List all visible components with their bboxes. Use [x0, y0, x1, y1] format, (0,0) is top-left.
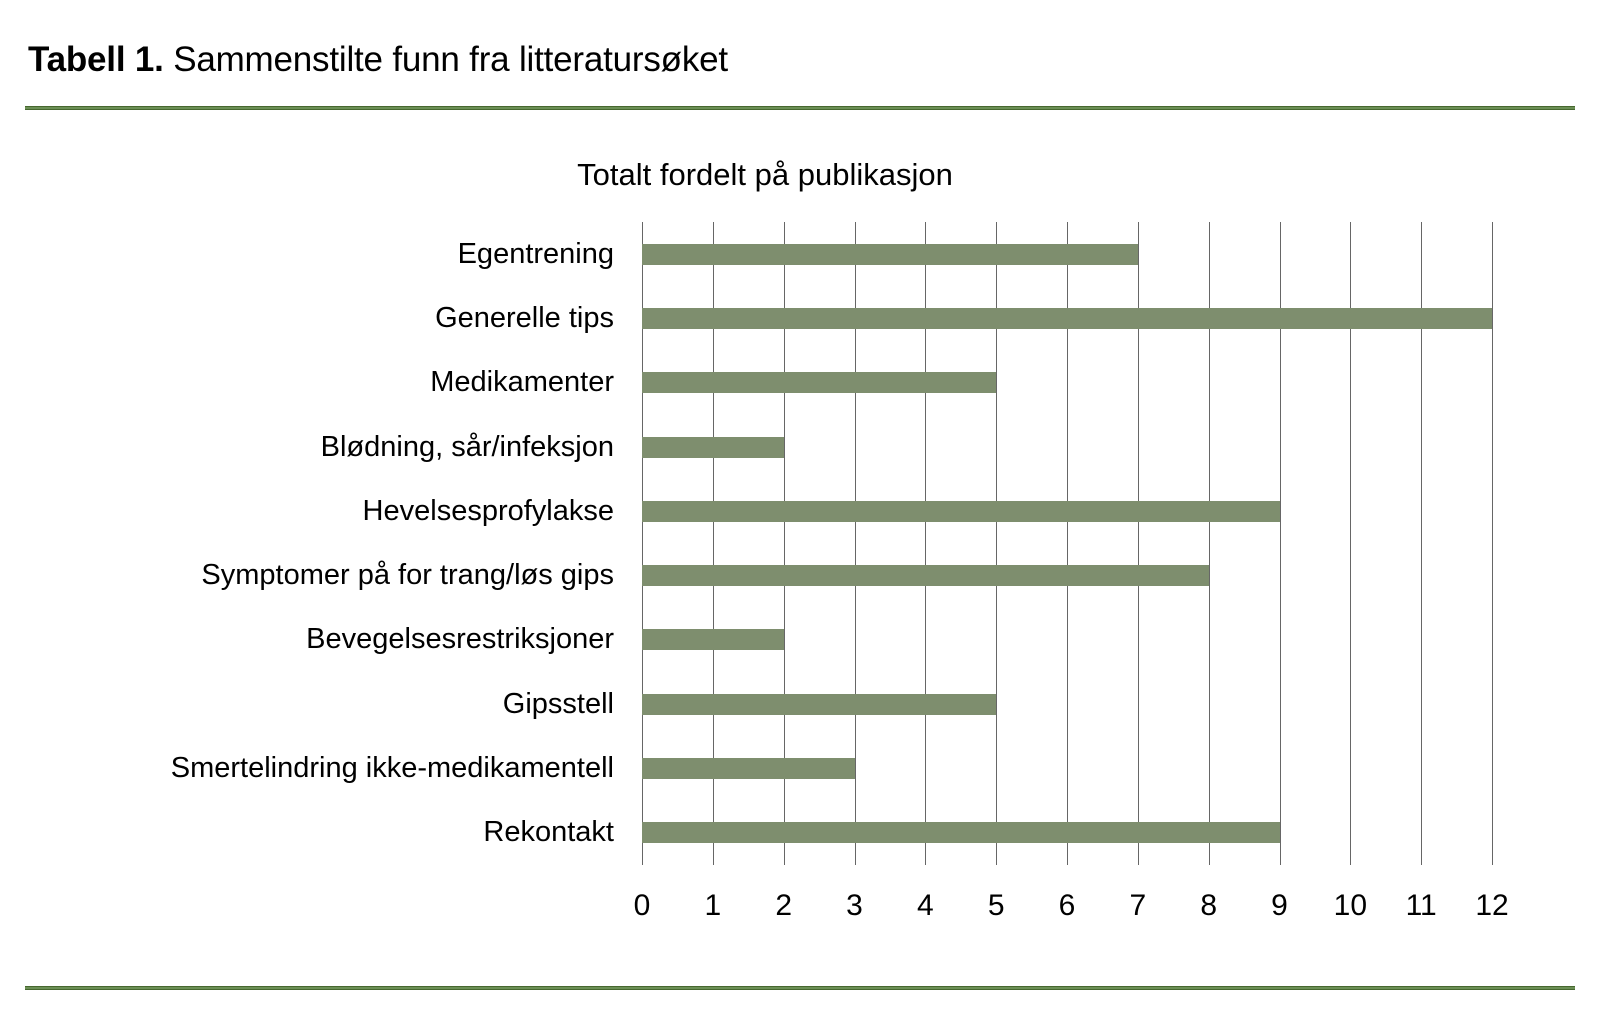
category-label: Egentrening	[457, 237, 614, 270]
bar	[642, 758, 855, 780]
x-tick-label: 3	[846, 889, 863, 922]
bar	[642, 307, 1492, 329]
x-tick-label: 7	[1129, 889, 1147, 922]
gridline	[783, 222, 785, 865]
category-label: Hevelsesprofylakse	[362, 494, 614, 527]
gridline	[1350, 222, 1352, 865]
gridline	[712, 222, 714, 865]
x-tick-label: 1	[704, 889, 722, 922]
x-tick-label: 4	[916, 889, 934, 922]
x-tick-label: 6	[1058, 889, 1076, 922]
category-label: Blødning, sår/infeksjon	[320, 430, 614, 463]
category-label: Medikamenter	[430, 366, 614, 399]
top-divider	[25, 106, 1575, 110]
gridline	[925, 222, 927, 865]
bar	[642, 693, 997, 715]
category-axis-labels: Egentrening Generelle tips Medikamenter Blø…	[0, 222, 614, 865]
table-caption-number: Tabell 1.	[28, 40, 164, 79]
x-tick-label: 8	[1200, 889, 1217, 922]
gridline	[1067, 222, 1068, 865]
category-label: Rekontakt	[483, 816, 614, 849]
x-tick-label: 12	[1475, 889, 1509, 922]
bar	[642, 372, 997, 394]
bar	[642, 243, 1138, 265]
bar	[642, 629, 784, 651]
x-tick-label: 5	[987, 889, 1005, 922]
table-caption: Tabell 1. Sammenstilte funn fra litterat…	[28, 40, 728, 80]
gridline	[642, 222, 643, 865]
gridline	[1492, 222, 1493, 865]
bar	[642, 436, 784, 458]
gridline	[1137, 222, 1139, 865]
x-axis: 0 1 2 3 4 5 6 7 8 9 10 11 12	[634, 865, 1509, 925]
chart-title: Totalt fordelt på publikasjon	[577, 157, 953, 192]
category-label: Bevegelsesrestriksjoner	[306, 623, 614, 656]
bar	[642, 822, 1280, 844]
x-tick-label: 10	[1333, 889, 1368, 922]
category-label: Gipsstell	[502, 687, 614, 720]
category-label: Generelle tips	[435, 301, 614, 334]
x-tick-label: 9	[1271, 889, 1288, 922]
x-tick-label: 0	[633, 889, 651, 922]
gridline	[1208, 222, 1210, 865]
x-tick-label: 2	[775, 889, 792, 922]
gridline	[1421, 222, 1423, 865]
gridline	[854, 222, 856, 865]
x-tick-label: 11	[1405, 889, 1437, 922]
category-label: Smertelindring ikke-medikamentell	[170, 752, 614, 785]
category-label: Symptomer på for trang/løs gips	[201, 559, 614, 592]
table-caption-text: Sammenstilte funn fra litteratursøket	[173, 40, 728, 79]
gridline	[996, 222, 998, 865]
gridline	[1279, 222, 1281, 865]
plot-area	[642, 222, 1493, 865]
bottom-divider	[25, 986, 1575, 990]
bar	[642, 565, 1209, 587]
bar	[642, 500, 1280, 522]
